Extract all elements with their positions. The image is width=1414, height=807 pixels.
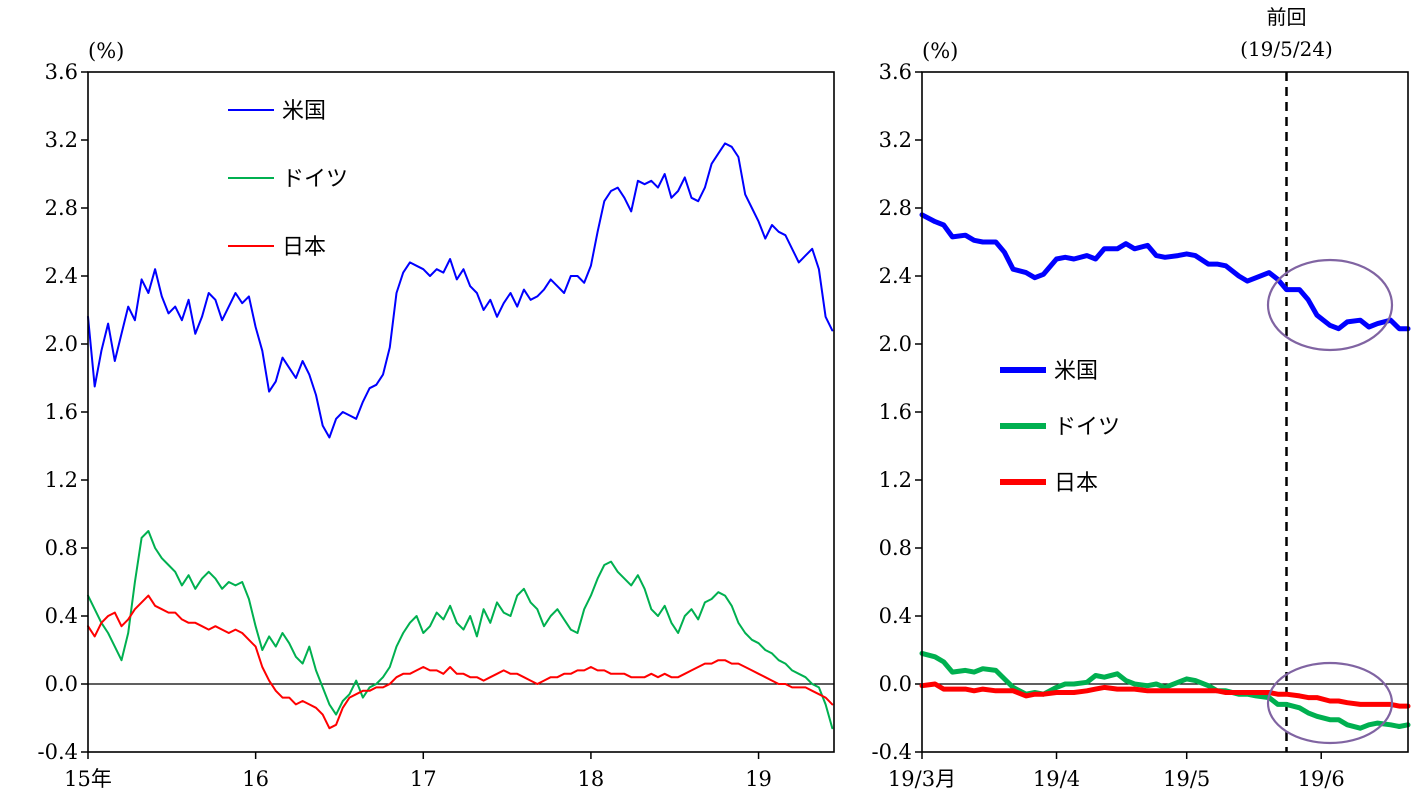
legend-label-1: 米国: [1054, 359, 1098, 384]
y-tick-label: 1.2: [879, 468, 912, 492]
series-line-3: [919, 681, 1411, 709]
legend-label-3: 日本: [282, 235, 326, 260]
series-line-3: [87, 594, 834, 730]
y-tick-label: 0.4: [879, 604, 912, 628]
y-tick-label: 3.2: [879, 128, 912, 152]
y-tick-label: 0.8: [879, 536, 912, 560]
y-tick-label: 0.8: [45, 536, 78, 560]
x-tick-label: 18: [578, 767, 605, 791]
plot-frame: [87, 71, 835, 753]
y-tick-label: 2.4: [879, 264, 912, 288]
series-line-1: [919, 212, 1411, 332]
series-line-2: [919, 650, 1411, 731]
y-tick-label: 2.4: [45, 264, 78, 288]
y-tick-label: -0.4: [872, 740, 913, 764]
x-tick-label: 19/3月: [888, 767, 956, 791]
y-tick-label: 2.8: [45, 196, 78, 220]
unit-label: (%): [88, 39, 124, 63]
y-tick-label: 0.0: [45, 672, 78, 696]
recent-yield-panel: (%) 3.6 3.2 2.8 2.4 2.0 1.6 1.2 0.8 0.4 0.0 -0.4 19/…: [872, 5, 1411, 791]
y-tick-label: 1.6: [45, 400, 78, 424]
x-tick-label: 19/5: [1163, 767, 1210, 791]
y-tick-label: 3.2: [45, 128, 78, 152]
y-tick-label: 3.6: [879, 60, 912, 84]
highlight-ellipse-us: [1266, 258, 1394, 352]
x-tick-label: 16: [242, 767, 269, 791]
x-tick-label: 19/4: [1033, 767, 1080, 791]
reference-label: 前回: [1267, 5, 1307, 29]
series-dot: [1176, 688, 1181, 693]
y-tick-label: -0.4: [38, 740, 79, 764]
long-term-yield-panel: (%) 3.6 3.2 2.8 2.4 2.0 1.6 1.2 0.8 0.4 0.0 -0.4 15年…: [38, 39, 835, 791]
x-tick-label: 17: [410, 767, 437, 791]
y-tick-label: 0.4: [45, 604, 78, 628]
x-tick-label: 15年: [64, 767, 112, 791]
series-line-1: [87, 142, 834, 439]
y-tick-label: 2.0: [879, 332, 912, 356]
legend-label-2: ドイツ: [1054, 415, 1120, 440]
x-tick-label: 19: [745, 767, 772, 791]
plot-frame: [921, 71, 1409, 753]
y-tick-label: 1.6: [879, 400, 912, 424]
y-tick-label: 0.0: [879, 672, 912, 696]
series-dot: [1167, 688, 1172, 693]
legend-label-3: 日本: [1054, 471, 1098, 496]
highlight-ellipse-low: [1266, 661, 1394, 745]
reference-date-label: (19/5/24): [1240, 37, 1333, 61]
legend-label-1: 米国: [282, 99, 326, 124]
series-dot: [1158, 688, 1163, 693]
series-line-2: [87, 530, 834, 730]
y-tick-label: 2.8: [879, 196, 912, 220]
x-tick-label: 19/6: [1298, 767, 1345, 791]
unit-label: (%): [922, 39, 958, 63]
legend-label-2: ドイツ: [282, 167, 348, 192]
y-tick-label: 3.6: [45, 60, 78, 84]
y-tick-label: 1.2: [45, 468, 78, 492]
y-tick-label: 2.0: [45, 332, 78, 356]
